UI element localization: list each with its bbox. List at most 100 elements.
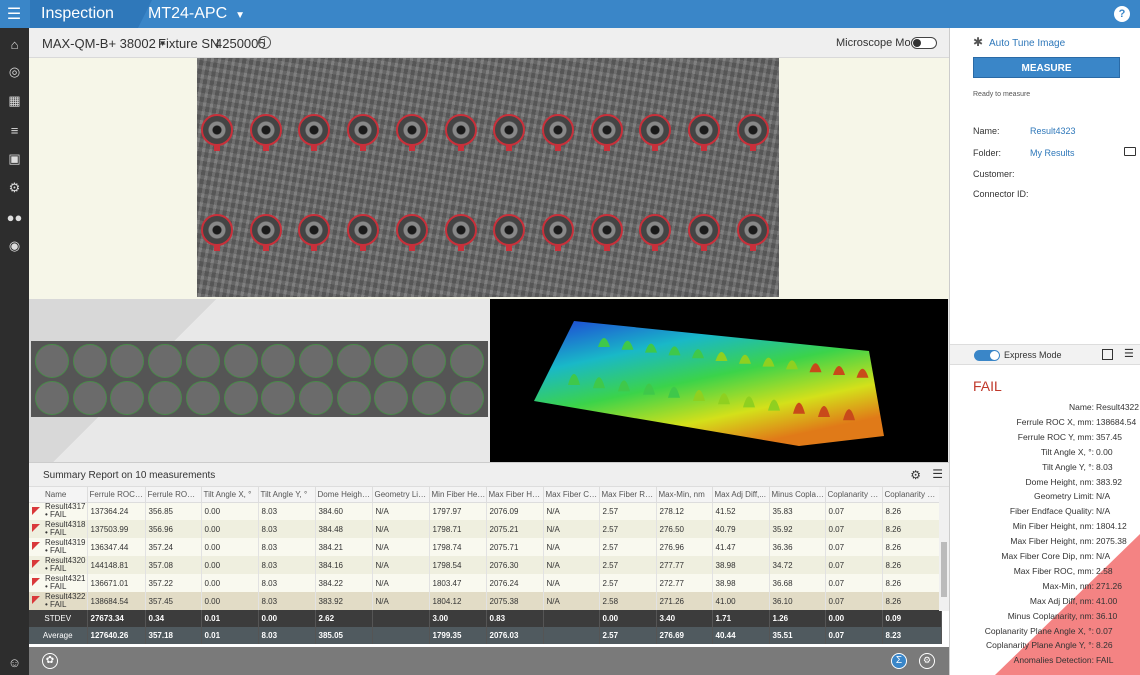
fiber-thumbnail[interactable] [298, 344, 333, 378]
column-header[interactable]: Ferrule ROC X,... [87, 487, 146, 503]
fiber-thumbnail[interactable] [336, 344, 371, 378]
result-value: 2075.38 [1096, 536, 1127, 547]
column-header[interactable]: Ferrule ROC Y,... [145, 487, 202, 503]
folder-value[interactable]: My Results [1030, 148, 1075, 158]
table-row[interactable]: Result4322 • FAIL 138684.54 357.45 0.00 8.03… [29, 592, 942, 610]
result-value: N/A [1096, 551, 1111, 561]
table-cell: N/A [372, 574, 430, 592]
column-header[interactable]: Max Adj Diff,... [712, 487, 770, 503]
fiber-thumbnail[interactable] [298, 381, 333, 415]
table-cell: 357.45 [145, 592, 202, 610]
stat-cell: 0.01 [201, 610, 259, 627]
3d-surface-view[interactable] [490, 299, 948, 462]
column-header[interactable]: Max Fiber Cor... [543, 487, 600, 503]
table-cell: 35.92 [769, 520, 826, 538]
fiber-thumbnail[interactable] [412, 381, 446, 415]
connector-type-dropdown[interactable]: MT24-APC ▼ [148, 0, 245, 30]
table-cell: 2076.09 [486, 502, 544, 520]
table-cell: 38.98 [712, 574, 770, 592]
scrollbar-thumb[interactable] [941, 542, 947, 597]
popout-icon[interactable] [1102, 349, 1113, 360]
microscope-mode-toggle[interactable] [911, 37, 937, 49]
table-cell: N/A [372, 502, 430, 520]
column-header[interactable]: Min Fiber Hei... [429, 487, 487, 503]
target-icon[interactable]: ◎ [8, 64, 21, 79]
help-icon[interactable]: ? [1114, 6, 1130, 22]
fiber-thumbnail-strip[interactable] [31, 341, 488, 417]
fiber-thumbnail[interactable] [110, 344, 145, 378]
settings-icon[interactable]: ⚙ [919, 653, 935, 669]
model-dropdown[interactable]: MAX-QM-B+ 38002 ▼ [42, 36, 167, 51]
auto-tune-link[interactable]: Auto Tune Image [989, 38, 1066, 49]
gears-icon[interactable]: ⚙ [8, 180, 21, 195]
result-label: Geometry Limit: [1034, 491, 1094, 502]
camera-icon[interactable]: ▣ [8, 151, 21, 166]
fiber-thumbnail[interactable] [185, 344, 220, 378]
fiber-thumbnail[interactable] [148, 381, 183, 415]
home-icon[interactable]: ⌂ [10, 36, 19, 52]
fiber-thumbnail[interactable] [185, 381, 220, 415]
fiber-thumbnail[interactable] [374, 381, 409, 415]
column-header[interactable]: Coplanarity Pl... [825, 487, 883, 503]
gear-icon[interactable]: ⚙ [910, 468, 921, 482]
fiber-thumbnail[interactable] [148, 344, 183, 378]
fiber-thumbnail[interactable] [72, 344, 107, 378]
column-header[interactable]: Geometry Limit [372, 487, 430, 503]
map-icon[interactable]: ▦ [8, 93, 21, 108]
stat-cell [543, 610, 600, 627]
column-header[interactable]: Max Fiber RO... [599, 487, 657, 503]
hamburger-icon[interactable]: ☰ [6, 6, 22, 23]
interferometer-image[interactable] [197, 58, 779, 297]
table-cell: 2.57 [599, 556, 657, 574]
measure-button[interactable]: MEASURE [973, 57, 1120, 78]
lifebuoy-icon[interactable]: ◉ [8, 238, 21, 253]
column-header[interactable]: Tilt Angle Y, ° [258, 487, 316, 503]
fiber-thumbnail[interactable] [449, 344, 484, 378]
fiber-thumbnail[interactable] [223, 381, 258, 415]
sliders-icon[interactable]: ≡ [10, 122, 19, 138]
stat-cell: 357.18 [145, 627, 202, 644]
table-row[interactable]: Result4317 • FAIL 137364.24 356.85 0.00 8.03… [29, 502, 942, 520]
fiber-thumbnail[interactable] [336, 381, 371, 415]
table-row[interactable]: Result4318 • FAIL 137503.99 356.96 0.00 8.03… [29, 520, 942, 538]
fiber-thumbnail[interactable] [374, 344, 409, 378]
users-icon[interactable]: ●● [6, 209, 23, 225]
column-header[interactable]: Max Fiber Hei... [486, 487, 544, 503]
table-row[interactable]: Result4320 • FAIL 144148.81 357.08 0.00 8.03… [29, 556, 942, 574]
result-name-cell: Result4321 • FAIL [29, 574, 88, 592]
column-header[interactable]: Name [29, 487, 88, 503]
user-icon[interactable]: ☺ [7, 654, 22, 670]
fiber-thumbnail[interactable] [412, 344, 446, 378]
menu-icon[interactable]: ☰ [1124, 348, 1134, 360]
fiber-thumbnail[interactable] [110, 381, 145, 415]
fail-flag-icon [32, 560, 40, 568]
menu-icon[interactable]: ☰ [932, 467, 943, 481]
auto-tune-icon[interactable]: ✱ [973, 35, 984, 49]
column-header[interactable]: Tilt Angle X, ° [201, 487, 259, 503]
fiber-thumbnail[interactable] [261, 381, 296, 415]
fiber-thumbnail[interactable] [223, 344, 258, 378]
fiber-peak [568, 374, 580, 385]
table-scrollbar[interactable] [939, 487, 949, 611]
folder-icon[interactable] [1124, 147, 1136, 156]
table-row[interactable]: Result4321 • FAIL 136671.01 357.22 0.00 8.03… [29, 574, 942, 592]
stat-cell: 35.51 [769, 627, 826, 644]
express-mode-toggle[interactable] [974, 350, 1000, 361]
aperture-icon[interactable]: ✿ [42, 653, 58, 669]
fiber-thumbnail[interactable] [261, 344, 296, 378]
info-icon[interactable]: i [258, 36, 271, 49]
table-cell: 2075.38 [486, 592, 544, 610]
result-value: 8.03 [1096, 461, 1113, 472]
fiber-thumbnail[interactable] [449, 381, 484, 415]
fiber-thumbnail[interactable] [35, 381, 69, 415]
fiber-thumbnail[interactable] [72, 381, 107, 415]
stat-cell: 2.62 [315, 610, 373, 627]
column-header[interactable]: Coplanarity Pl... [882, 487, 942, 503]
sigma-icon[interactable]: Σ [891, 653, 907, 669]
column-header[interactable]: Minus Coplan... [769, 487, 826, 503]
column-header[interactable]: Dome Height,... [315, 487, 373, 503]
name-value[interactable]: Result4323 [1030, 126, 1076, 136]
table-row[interactable]: Result4319 • FAIL 136347.44 357.24 0.00 8.03… [29, 538, 942, 556]
column-header[interactable]: Max-Min, nm [656, 487, 713, 503]
fiber-thumbnail[interactable] [35, 344, 69, 378]
